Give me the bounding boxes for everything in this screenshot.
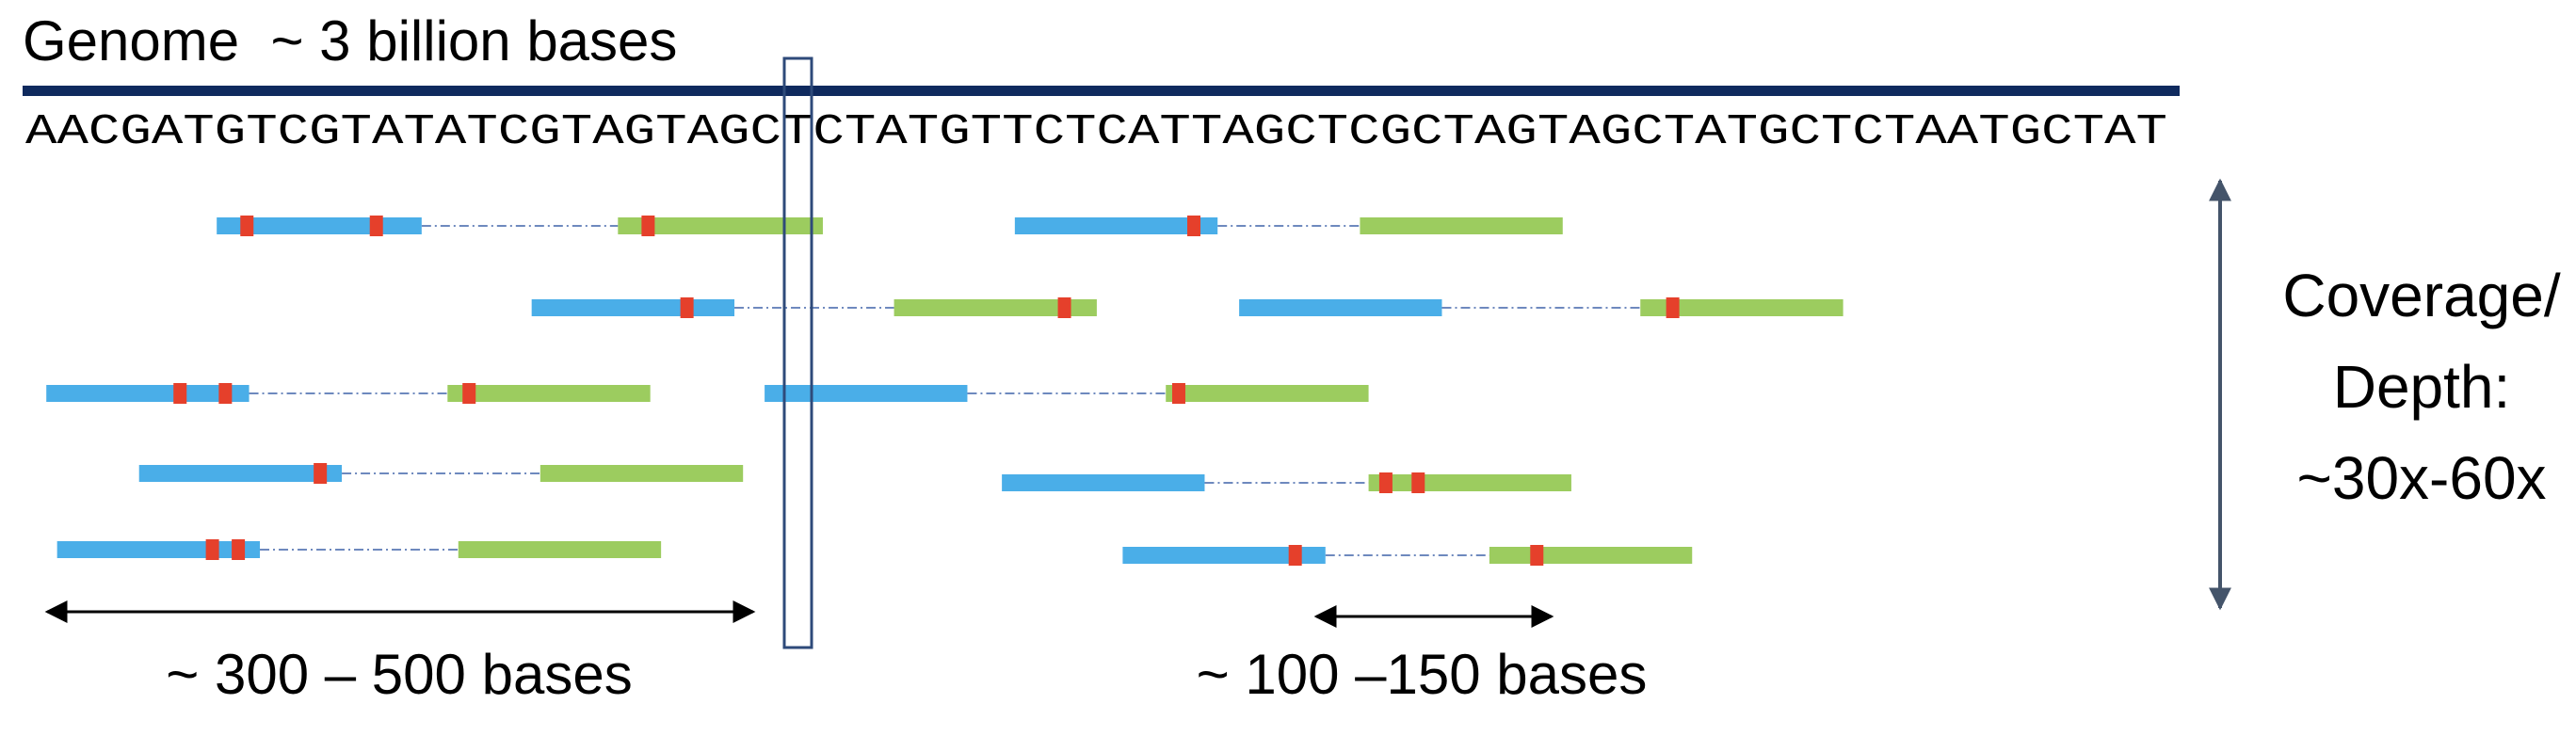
variant-marker xyxy=(232,539,246,560)
variant-marker xyxy=(1378,472,1393,493)
variant-marker xyxy=(641,216,655,236)
read-pair xyxy=(56,539,662,560)
read-pair xyxy=(46,383,651,404)
variant-marker xyxy=(218,383,233,404)
variant-marker xyxy=(173,383,187,404)
genome-title: Genome ~ 3 billion bases xyxy=(23,9,677,72)
reverse-read xyxy=(618,217,823,234)
forward-read xyxy=(1014,217,1218,234)
forward-read xyxy=(46,385,250,402)
variant-marker xyxy=(314,463,328,484)
read-pair xyxy=(1239,297,1843,318)
forward-read xyxy=(531,299,735,316)
reverse-read xyxy=(1640,299,1843,316)
coverage-label-line-2: Depth: xyxy=(2333,353,2511,421)
read-pair xyxy=(138,463,744,484)
variant-marker xyxy=(205,539,219,560)
forward-read xyxy=(56,541,261,558)
read-pair xyxy=(1122,545,1693,566)
variant-marker xyxy=(1288,545,1302,566)
forward-read xyxy=(1122,547,1326,564)
reverse-read xyxy=(894,299,1097,316)
coverage-label-line-1: Coverage/ xyxy=(2282,262,2561,329)
reverse-read xyxy=(1360,217,1563,234)
variant-marker xyxy=(240,216,254,236)
variant-marker xyxy=(1057,297,1071,318)
reverse-read xyxy=(447,385,651,402)
read-pairs xyxy=(46,216,1843,566)
read-length-label: ~ 100 –150 bases xyxy=(1197,643,1648,706)
read-pair xyxy=(531,297,1097,318)
variant-marker xyxy=(680,297,694,318)
genome-bar xyxy=(23,86,2180,96)
fragment-length-label: ~ 300 – 500 bases xyxy=(166,643,632,706)
forward-read xyxy=(1239,299,1442,316)
variant-marker xyxy=(1666,297,1680,318)
read-pair xyxy=(217,216,823,236)
coverage-label-line-3: ~30x-60x xyxy=(2296,444,2546,512)
reverse-read xyxy=(1166,385,1369,402)
forward-read xyxy=(1002,474,1205,491)
highlighted-position-box xyxy=(782,56,813,649)
forward-read xyxy=(765,385,968,402)
variant-marker xyxy=(1187,216,1201,236)
genome-sequence: AACGATGTCGTATATCGTAGTAGCTCTATGTTCTCATTAG… xyxy=(25,108,2167,156)
variant-marker xyxy=(1171,383,1185,404)
reverse-read xyxy=(1489,547,1693,564)
reverse-read xyxy=(1368,474,1571,491)
variant-marker xyxy=(369,216,383,236)
read-pair xyxy=(765,383,1369,404)
variant-marker xyxy=(462,383,476,404)
reverse-read xyxy=(539,465,744,482)
read-pair xyxy=(1014,216,1563,236)
read-pair xyxy=(1002,472,1571,493)
variant-marker xyxy=(1530,545,1544,566)
reverse-read xyxy=(458,541,662,558)
forward-read xyxy=(138,465,343,482)
variant-marker xyxy=(1411,472,1425,493)
